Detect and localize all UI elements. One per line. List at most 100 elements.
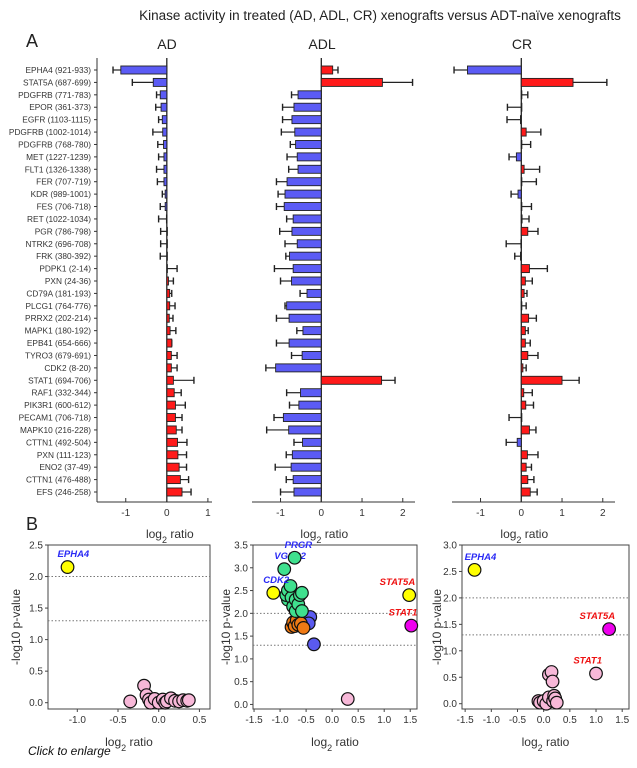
y-tick-label: 2.0: [443, 593, 457, 604]
y-tick-label: 1.5: [443, 620, 457, 631]
bar: [294, 127, 322, 137]
x-tick-label: 1.0: [377, 715, 391, 726]
point-label: EPHA4: [58, 549, 90, 560]
category-label: PIK3R1 (600-612): [24, 400, 91, 410]
bar: [520, 140, 523, 149]
bar: [320, 65, 334, 75]
bar: [286, 177, 322, 187]
bar: [297, 164, 322, 174]
data-point: [307, 637, 321, 652]
point-label: CDK2: [263, 575, 290, 586]
x-axis-label: log2 ratio: [522, 735, 570, 753]
plot-frame: [47, 544, 211, 710]
category-label: PRRX2 (202-214): [25, 313, 91, 323]
panel-a-label: A: [26, 31, 38, 51]
data-point: [181, 693, 196, 708]
data-point-epha4: [467, 562, 482, 577]
bar: [166, 400, 176, 410]
data-point: [340, 692, 355, 706]
bar-panel-adl: -1 0 1 2: [252, 58, 415, 519]
x-axis-label: log2 ratio: [300, 527, 348, 545]
panel-title-cr: CR: [512, 36, 532, 52]
bar: [166, 450, 179, 460]
bar: [520, 475, 529, 485]
bar: [162, 127, 168, 137]
bar: [520, 264, 530, 274]
y-tick-label: 2.5: [234, 586, 248, 597]
y-tick-label: 1.0: [29, 635, 43, 646]
category-label: FLT1 (1326-1338): [25, 164, 91, 174]
bar: [166, 425, 177, 435]
bar: [302, 437, 322, 447]
bar: [164, 189, 168, 199]
panel-b-label: B: [26, 514, 38, 534]
y-tick-label: 2.0: [29, 572, 43, 583]
bar: [166, 251, 168, 261]
bar: [306, 288, 322, 298]
x-tick-label: -1: [476, 508, 485, 519]
y-tick-label: 0.0: [234, 700, 248, 711]
category-label: PDGFRB (1002-1014): [9, 127, 91, 137]
bar: [515, 152, 522, 162]
category-label: ENO2 (37-49): [39, 462, 91, 472]
bar: [166, 313, 170, 323]
bar: [520, 102, 523, 112]
bar: [166, 276, 169, 286]
bar: [163, 164, 168, 174]
bar: [292, 214, 322, 224]
x-tick-label: 1.0: [589, 715, 603, 726]
data-point: [295, 585, 309, 600]
data-point-vgfr2: [277, 562, 292, 577]
panel-title-ad: AD: [157, 36, 176, 52]
bar: [292, 475, 322, 485]
data-point-cdk2: [266, 585, 281, 600]
data-point: [296, 621, 311, 635]
category-label: MAPK1 (180-192): [25, 326, 92, 336]
data-point-prgr: [287, 550, 302, 565]
volcano-plot-2: -1.5 -1.0 -0.5 0.0 0.5 1.0 1.5 0.0 0.5 1.0 1.5 2.0 2…: [234, 540, 419, 726]
x-tick-label: -0.5: [297, 715, 315, 726]
data-point-epha4: [60, 560, 75, 574]
data-point-stat5a: [402, 588, 417, 603]
x-tick-label: 0.5: [192, 715, 206, 726]
bar: [520, 450, 528, 460]
bar: [520, 202, 523, 211]
bar: [517, 189, 522, 199]
y-tick-label: 3.0: [443, 541, 457, 552]
category-label: RAF1 (332-344): [32, 388, 92, 398]
x-tick-label: 1.5: [615, 715, 629, 726]
x-tick-label: 2: [600, 508, 606, 519]
y-tick-label: 2.5: [443, 567, 457, 578]
bar: [297, 90, 322, 100]
y-tick-label: 3.5: [234, 541, 248, 552]
data-point: [295, 604, 309, 618]
bar: [286, 301, 322, 311]
x-tick-label: 1: [559, 508, 565, 519]
bar: [288, 313, 322, 323]
bar: [520, 177, 523, 187]
bar: [320, 375, 383, 385]
y-tick-label: 3.0: [234, 563, 248, 574]
click-to-enlarge-link[interactable]: Click to enlarge: [28, 744, 111, 758]
bar: [520, 338, 526, 348]
y-axis-label: -log10 p-value: [9, 589, 23, 665]
x-axis-label: log2 ratio: [500, 527, 548, 545]
bar: [520, 375, 563, 385]
y-tick-label: 0.5: [443, 673, 457, 684]
bar: [163, 152, 168, 162]
bar: [467, 65, 522, 75]
category-label: MAPK10 (216-228): [20, 425, 91, 435]
bar: [166, 264, 168, 274]
bar: [163, 177, 168, 187]
category-label: PXN (24-36): [45, 276, 91, 286]
bar: [159, 90, 168, 100]
bar: [166, 475, 181, 485]
bar: [166, 388, 175, 398]
bar: [288, 425, 322, 435]
category-label: PDGFRB (771-783): [18, 90, 91, 100]
bar: [301, 351, 322, 360]
bar: [163, 140, 168, 149]
data-point-stat5a: [602, 622, 617, 637]
bar: [520, 226, 529, 236]
point-label: EPHA4: [465, 552, 497, 563]
